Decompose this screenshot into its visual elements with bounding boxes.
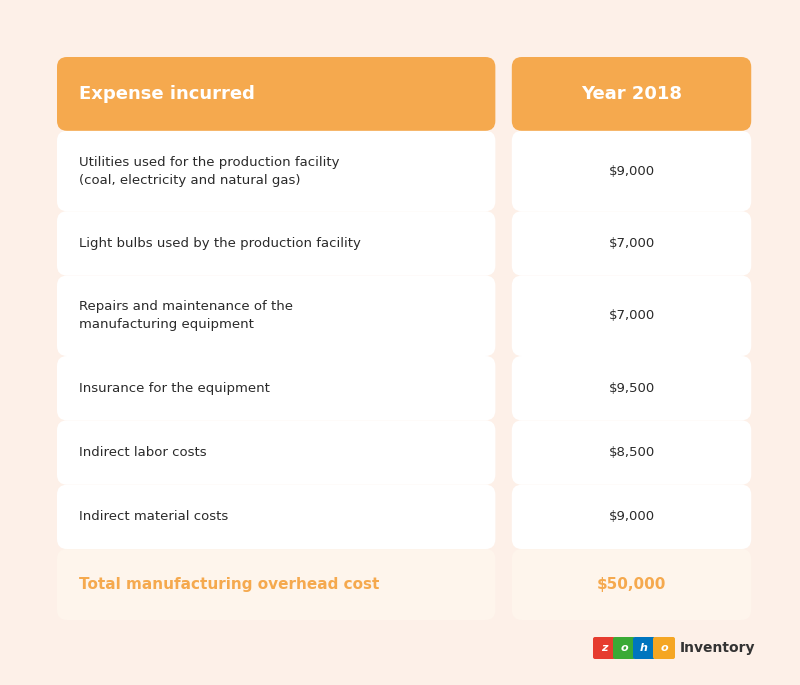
FancyBboxPatch shape [512,275,751,356]
FancyBboxPatch shape [57,485,495,549]
Text: $9,000: $9,000 [609,510,654,523]
Text: Inventory: Inventory [680,641,755,655]
FancyBboxPatch shape [57,549,495,620]
FancyBboxPatch shape [57,275,495,356]
Text: h: h [640,643,648,653]
FancyBboxPatch shape [512,131,751,211]
Text: $7,000: $7,000 [608,237,654,250]
Text: Indirect labor costs: Indirect labor costs [79,446,206,459]
FancyBboxPatch shape [633,637,655,659]
FancyBboxPatch shape [512,356,751,421]
FancyBboxPatch shape [57,211,495,275]
Text: Total manufacturing overhead cost: Total manufacturing overhead cost [79,577,379,592]
Text: Utilities used for the production facility
(coal, electricity and natural gas): Utilities used for the production facili… [79,155,339,186]
Text: $50,000: $50,000 [597,577,666,592]
Text: $9,000: $9,000 [609,164,654,177]
FancyBboxPatch shape [57,421,495,485]
Text: Light bulbs used by the production facility: Light bulbs used by the production facil… [79,237,361,250]
Text: Insurance for the equipment: Insurance for the equipment [79,382,270,395]
Text: $7,000: $7,000 [608,310,654,322]
FancyBboxPatch shape [512,485,751,549]
Text: $8,500: $8,500 [608,446,654,459]
FancyBboxPatch shape [512,549,751,620]
FancyBboxPatch shape [57,356,495,421]
Text: Expense incurred: Expense incurred [79,85,255,103]
Text: z: z [601,643,607,653]
FancyBboxPatch shape [512,421,751,485]
FancyBboxPatch shape [57,57,495,131]
Text: o: o [660,643,668,653]
FancyBboxPatch shape [512,211,751,275]
FancyBboxPatch shape [593,637,615,659]
FancyBboxPatch shape [613,637,635,659]
Text: o: o [620,643,628,653]
Text: Indirect material costs: Indirect material costs [79,510,228,523]
FancyBboxPatch shape [653,637,675,659]
FancyBboxPatch shape [512,57,751,131]
Text: $9,500: $9,500 [608,382,654,395]
Text: Year 2018: Year 2018 [581,85,682,103]
FancyBboxPatch shape [57,131,495,211]
Text: Repairs and maintenance of the
manufacturing equipment: Repairs and maintenance of the manufactu… [79,300,293,332]
